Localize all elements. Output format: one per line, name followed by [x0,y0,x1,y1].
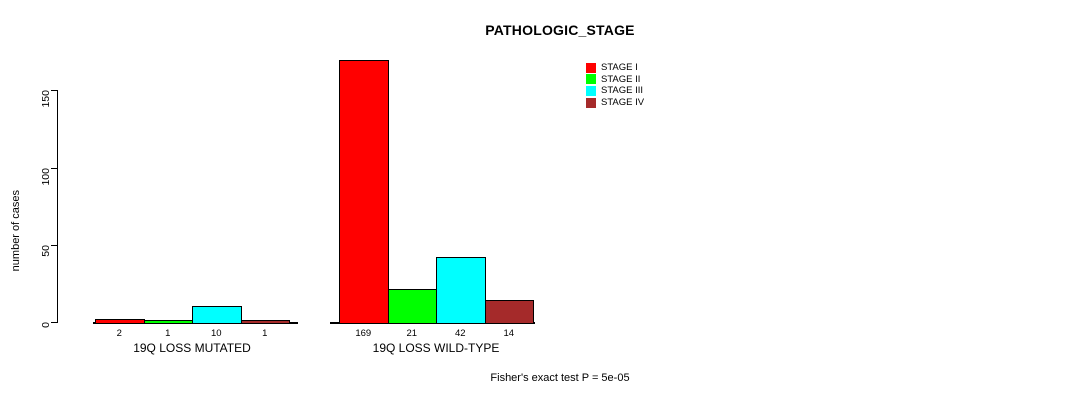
bar [192,306,242,324]
bar [240,320,290,324]
y-tick-label: 150 [40,90,52,108]
legend-swatch-stage-iv [586,97,596,108]
bar-value-label: 1 [262,328,268,339]
legend-item: STAGE III [586,85,644,97]
legend-item: STAGE I [586,62,644,74]
y-axis-line [57,90,58,323]
bar-value-label: 42 [454,328,466,339]
legend-swatch-stage-i [586,62,596,73]
y-tick-mark [51,245,58,246]
legend: STAGE I STAGE II STAGE III STAGE IV [586,62,644,108]
bar [95,319,145,324]
legend-item: STAGE II [586,74,644,86]
legend-label: STAGE IV [601,96,645,108]
legend-swatch-stage-ii [586,74,596,85]
y-tick-label: 100 [40,168,52,186]
bar [387,289,437,324]
bar-value-label: 14 [503,328,515,339]
y-tick-mark [51,168,58,169]
legend-label: STAGE I [601,62,638,74]
bar [339,60,389,324]
y-axis-title: number of cases [10,190,22,272]
legend-label: STAGE II [601,73,641,85]
bar-value-label: 2 [116,328,122,339]
fisher-test-annotation: Fisher's exact test P = 5e-05 [490,372,630,384]
legend-label: STAGE III [601,85,644,97]
bar-value-label: 169 [355,328,372,339]
y-tick-mark [51,90,58,91]
y-tick-label: 50 [40,245,52,257]
bar-value-label: 10 [210,328,222,339]
chart-title: PATHOLOGIC_STAGE [485,22,635,38]
bar [143,320,193,324]
bar [484,300,534,324]
bar [436,257,486,324]
y-tick-label: 0 [40,322,52,328]
group-label-mutated: 19Q LOSS MUTATED [133,341,251,355]
group-label-wild-type: 19Q LOSS WILD-TYPE [372,341,500,355]
legend-swatch-stage-iii [586,85,596,96]
bar-value-label: 21 [406,328,418,339]
y-tick-mark [51,322,58,323]
bar-value-label: 1 [165,328,171,339]
legend-item: STAGE IV [586,97,644,109]
